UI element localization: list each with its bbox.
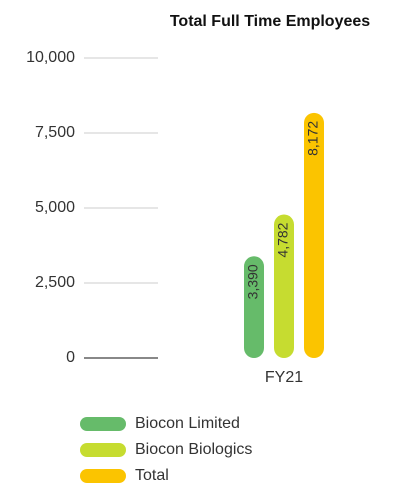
bar	[274, 214, 294, 358]
legend-swatch	[80, 417, 126, 431]
legend-label: Total	[135, 467, 169, 484]
legend-label: Biocon Biologics	[135, 441, 252, 458]
bar	[244, 256, 264, 358]
x-tick-label: FY21	[265, 369, 303, 386]
legend-swatch	[80, 443, 126, 457]
value-label: 3,390	[245, 264, 261, 299]
value-label: 4,782	[275, 222, 291, 257]
chart-title: Total Full Time Employees	[170, 13, 370, 30]
y-tick-label: 0	[66, 349, 75, 366]
legend-swatch	[80, 469, 126, 483]
legend-label: Biocon Limited	[135, 415, 240, 432]
y-tick-label: 7,500	[35, 124, 75, 141]
bar	[304, 112, 324, 358]
y-tick-label: 10,000	[26, 49, 75, 66]
value-label: 8,172	[305, 121, 321, 156]
y-tick-label: 2,500	[35, 274, 75, 291]
y-tick-label: 5,000	[35, 199, 75, 216]
